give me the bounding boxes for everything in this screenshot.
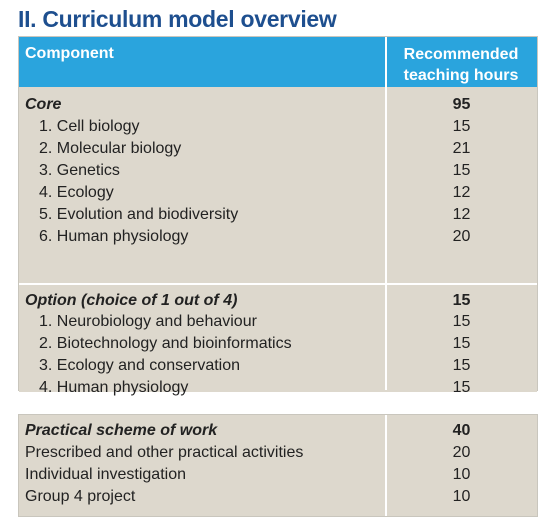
- row-label: Group 4 project: [25, 488, 136, 505]
- option-label: Option (choice of 1 out of 4): [25, 292, 238, 309]
- row-hours: 15: [452, 118, 471, 135]
- row-label: 6. Human physiology: [39, 228, 189, 245]
- page-title: II. Curriculum model overview: [18, 6, 337, 32]
- row-hours: 15: [452, 313, 471, 330]
- header-component: Component: [25, 45, 114, 62]
- row-hours: 10: [452, 488, 471, 505]
- table-row: 6. Human physiology 20: [19, 226, 537, 248]
- core-hours: 95: [452, 96, 471, 113]
- option-heading-row: Option (choice of 1 out of 4) 15: [19, 290, 537, 312]
- row-hours: 15: [452, 335, 471, 352]
- row-hours: 20: [452, 444, 471, 461]
- row-label: 2. Biotechnology and bioinformatics: [39, 335, 292, 352]
- row-label: Individual investigation: [25, 466, 186, 483]
- row-hours: 12: [452, 184, 471, 201]
- row-hours: 15: [452, 379, 471, 396]
- row-hours: 21: [452, 140, 471, 157]
- table-row: 1. Cell biology 15: [19, 116, 537, 138]
- row-hours: 10: [452, 466, 471, 483]
- table-header: Component Recommended teaching hours: [19, 37, 537, 87]
- practical-section: Practical scheme of work 40 Prescribed a…: [19, 415, 537, 516]
- row-label: 5. Evolution and biodiversity: [39, 206, 239, 223]
- table-row: 4. Ecology 12: [19, 182, 537, 204]
- row-label: 3. Ecology and conservation: [39, 357, 241, 374]
- practical-label: Practical scheme of work: [25, 422, 218, 439]
- table-row: 2. Biotechnology and bioinformatics 15: [19, 333, 537, 355]
- row-hours: 12: [452, 206, 471, 223]
- row-label: 3. Genetics: [39, 162, 120, 179]
- table-row: Prescribed and other practical activitie…: [19, 442, 537, 464]
- core-heading-row: Core 95: [19, 94, 537, 116]
- column-divider: [385, 415, 387, 516]
- row-label: Prescribed and other practical activitie…: [25, 444, 304, 461]
- row-label: 1. Neurobiology and behaviour: [39, 313, 257, 330]
- table-row: 3. Ecology and conservation 15: [19, 355, 537, 377]
- practical-table: Practical scheme of work 40 Prescribed a…: [18, 414, 538, 517]
- table-row: 1. Neurobiology and behaviour 15: [19, 311, 537, 333]
- table-row: Individual investigation 10: [19, 464, 537, 486]
- core-section: Core 95 1. Cell biology 15 2. Molecular …: [19, 87, 537, 283]
- practical-heading-row: Practical scheme of work 40: [19, 420, 537, 442]
- table-row: 3. Genetics 15: [19, 160, 537, 182]
- curriculum-table: Component Recommended teaching hours Cor…: [18, 36, 538, 396]
- row-hours: 15: [452, 357, 471, 374]
- table-row: Group 4 project 10: [19, 486, 537, 508]
- table-row: 4. Human physiology 15: [19, 377, 537, 399]
- option-hours: 15: [452, 292, 471, 309]
- practical-hours: 40: [452, 422, 471, 439]
- row-hours: 20: [452, 228, 471, 245]
- column-divider: [385, 37, 387, 390]
- core-label: Core: [25, 96, 62, 113]
- row-label: 4. Human physiology: [39, 379, 189, 396]
- row-label: 1. Cell biology: [39, 118, 140, 135]
- option-section: Option (choice of 1 out of 4) 15 1. Neur…: [19, 283, 537, 396]
- row-label: 4. Ecology: [39, 184, 114, 201]
- table-row: 2. Molecular biology 21: [19, 138, 537, 160]
- row-hours: 15: [452, 162, 471, 179]
- table-row: 5. Evolution and biodiversity 12: [19, 204, 537, 226]
- header-hours: Recommended teaching hours: [403, 46, 519, 84]
- row-label: 2. Molecular biology: [39, 140, 182, 157]
